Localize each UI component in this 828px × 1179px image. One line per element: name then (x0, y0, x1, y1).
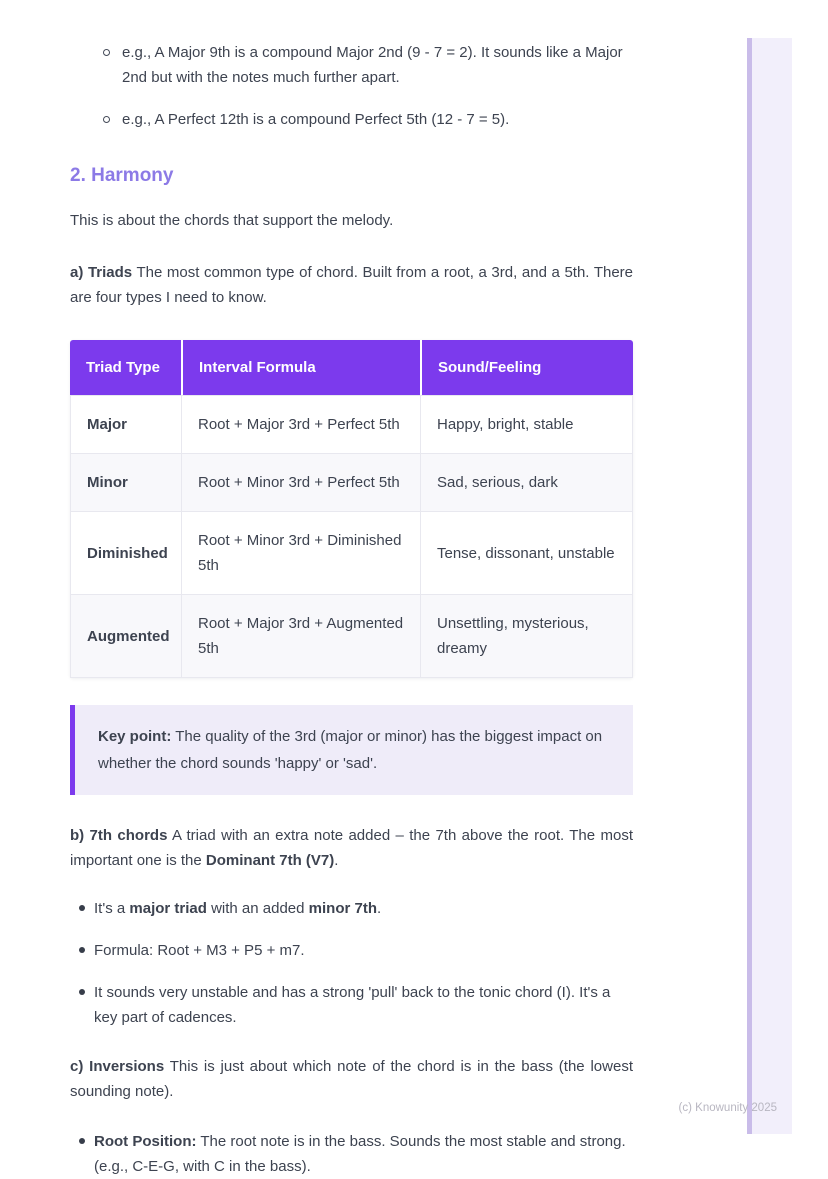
text-run: It's a (94, 900, 130, 917)
text-run: The most common type of chord. Built fro… (70, 264, 633, 306)
list-item: Root Position: The root note is in the b… (70, 1129, 633, 1179)
circle-bullet-icon (103, 116, 110, 123)
list-item: e.g., A Perfect 12th is a compound Perfe… (70, 107, 633, 132)
seventh-chords-paragraph: b) 7th chords A triad with an extra note… (70, 823, 633, 873)
table-cell: Root + Minor 3rd + Diminished 5th (181, 511, 420, 594)
table-cell: Root + Major 3rd + Augmented 5th (181, 594, 420, 678)
text-run: This is just about which note of the cho… (70, 1058, 633, 1100)
text-run: . (377, 900, 382, 917)
triad-table-body: Major Root + Major 3rd + Perfect 5th Happy… (70, 395, 633, 678)
inversions-list: Root Position: The root note is in the b… (70, 1129, 633, 1179)
table-cell: Diminished (70, 511, 181, 594)
triad-table: Triad Type Interval Formula Sound/Feeling … (70, 340, 633, 678)
harmony-intro-paragraph: This is about the chords that support th… (70, 212, 394, 229)
text-run: A triad with an extra note added – the 7… (70, 827, 633, 869)
table-cell: Root + Major 3rd + Perfect 5th (181, 395, 420, 453)
disc-bullet-icon (79, 1138, 85, 1144)
keypoint-text: Key point: The quality of the 3rd (major… (98, 728, 602, 772)
table-cell: Major (70, 395, 181, 453)
column-header: Triad Type (70, 340, 181, 395)
triad-table-header: Triad Type Interval Formula Sound/Feeling (70, 340, 633, 395)
text-run: with an added (206, 900, 309, 917)
bold-text: Key point: (98, 728, 172, 745)
bold-text: Dominant 7th (V7) (205, 852, 335, 869)
text-run: The quality of the 3rd (major or minor) … (98, 728, 603, 772)
table-cell: Augmented (70, 594, 181, 678)
bold-text: major triad (129, 900, 207, 917)
text-run: . (334, 852, 339, 869)
list-item-text: Root Position: The root note is in the b… (94, 1133, 626, 1175)
footer-copyright: (c) Knowunity 2025 (678, 1102, 777, 1114)
column-header: Interval Formula (181, 340, 420, 395)
list-item-text: e.g., A Perfect 12th is a compound Perfe… (122, 111, 510, 128)
triads-paragraph: a) Triads The most common type of chord.… (70, 260, 633, 310)
list-item-text: e.g., A Major 9th is a compound Major 2n… (122, 44, 623, 86)
section-heading-harmony: 2. Harmony (70, 165, 174, 186)
next-page-edge (747, 38, 792, 1134)
table-cell: Sad, serious, dark (420, 453, 633, 511)
header-row: Triad Type Interval Formula Sound/Feeling (70, 340, 633, 395)
table-cell: Unsettling, mysterious, dreamy (420, 594, 633, 678)
disc-bullet-icon (79, 947, 85, 953)
table-cell: Minor (70, 453, 181, 511)
table-row: Minor Root + Minor 3rd + Perfect 5th Sad, … (70, 453, 633, 511)
bold-text: b) 7th chords (70, 827, 168, 844)
bold-text: c) Inversions (70, 1058, 165, 1075)
page-content: e.g., A Major 9th is a compound Major 2n… (70, 40, 633, 1179)
table-row: Major Root + Major 3rd + Perfect 5th Happy… (70, 395, 633, 453)
list-item: It sounds very unstable and has a strong… (70, 980, 633, 1030)
text-run: It sounds very unstable and has a strong… (94, 984, 611, 1026)
list-item-text: It sounds very unstable and has a strong… (94, 984, 610, 1026)
disc-bullet-icon (79, 905, 85, 911)
bold-text: a) Triads (70, 264, 133, 281)
table-cell: Happy, bright, stable (420, 395, 633, 453)
table-cell: Root + Minor 3rd + Perfect 5th (181, 453, 420, 511)
text-run: Formula: Root + M3 + P5 + m7. (94, 942, 305, 959)
list-item: Formula: Root + M3 + P5 + m7. (70, 938, 633, 963)
seventh-chords-list: It's a major triad with an added minor 7… (70, 896, 633, 1030)
list-item: e.g., A Major 9th is a compound Major 2n… (70, 40, 633, 90)
column-header: Sound/Feeling (420, 340, 633, 395)
table-row: Diminished Root + Minor 3rd + Diminished … (70, 511, 633, 594)
keypoint-callout: Key point: The quality of the 3rd (major… (70, 705, 633, 795)
list-item: It's a major triad with an added minor 7… (70, 896, 633, 921)
inversions-paragraph: c) Inversions This is just about which n… (70, 1054, 633, 1104)
list-item-text: It's a major triad with an added minor 7… (94, 900, 381, 917)
compound-examples-list: e.g., A Major 9th is a compound Major 2n… (70, 40, 633, 132)
bold-text: Root Position: (94, 1133, 197, 1150)
disc-bullet-icon (79, 989, 85, 995)
list-item-text: Formula: Root + M3 + P5 + m7. (94, 942, 305, 959)
table-cell: Tense, dissonant, unstable (420, 511, 633, 594)
bold-text: minor 7th (308, 900, 378, 917)
table-row: Augmented Root + Major 3rd + Augmented 5t… (70, 594, 633, 678)
circle-bullet-icon (103, 49, 110, 56)
